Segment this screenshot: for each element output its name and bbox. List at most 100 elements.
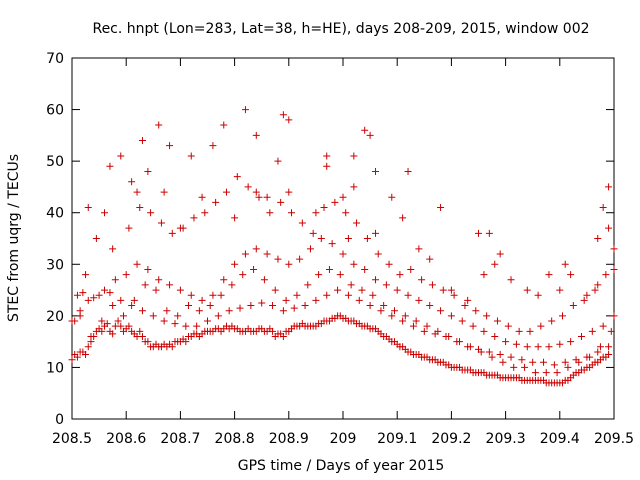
x-tick-label: 209.4 [540,431,580,447]
data-point [577,332,585,340]
y-tick-label: 0 [55,412,64,428]
data-point [366,131,374,139]
data-point [610,312,618,320]
data-point [323,152,331,160]
y-tick-label: 10 [46,360,64,376]
x-tick-label: 209 [330,431,357,447]
data-point [152,286,160,294]
data-point [128,178,136,186]
data-point [174,312,182,320]
data-point [504,322,512,330]
data-point [507,353,515,361]
x-tick-label: 208.5 [52,431,92,447]
data-point [591,286,599,294]
data-point [90,294,98,302]
data-point [393,286,401,294]
data-point [279,111,287,119]
data-point [409,322,417,330]
data-point [353,219,361,227]
data-point [228,281,236,289]
data-point [125,224,133,232]
data-point [447,312,455,320]
data-point [372,229,380,237]
data-point [209,291,217,299]
data-point [141,281,149,289]
data-point [523,286,531,294]
data-point [466,343,474,351]
data-point [339,250,347,258]
data-point [103,320,111,328]
data-point [599,322,607,330]
data-point [580,296,588,304]
data-point [279,307,287,315]
data-point [317,235,325,242]
data-point [480,271,488,279]
x-tick-label: 209.5 [594,431,634,447]
data-point [605,183,613,191]
data-point [109,245,117,253]
data-point [176,286,184,294]
data-point [483,312,491,320]
data-point [231,260,239,268]
data-point [285,116,293,124]
data-point [594,281,602,289]
data-point [445,332,453,340]
data-point [586,353,594,361]
data-point [531,369,539,377]
data-point [493,317,501,325]
data-point [144,338,152,346]
data-point [342,209,350,217]
y-axis: 0 10 20 30 40 50 60 70 [46,51,614,428]
data-point [588,327,596,335]
data-point [106,162,114,170]
data-point [569,302,577,310]
data-point [456,338,464,346]
data-point [92,235,100,242]
data-point [274,157,282,165]
data-point [133,260,141,268]
data-point [328,240,336,248]
data-point [610,265,618,273]
data-point [605,351,613,359]
data-point [537,322,545,330]
y-tick-label: 40 [46,206,64,222]
data-point [117,322,125,330]
data-point [496,250,504,258]
y-tick-label: 50 [46,154,64,170]
data-point [285,260,293,268]
data-point [437,307,445,315]
data-point [418,276,426,284]
data-point [312,209,320,217]
data-point [231,214,239,222]
y-tick-label: 70 [46,51,64,67]
data-point [73,353,81,361]
data-point [293,291,301,299]
data-point [559,312,567,320]
data-point [241,250,249,258]
data-point [214,312,222,320]
data-point [239,271,247,279]
data-point [583,291,591,299]
data-point [269,302,277,310]
data-point [390,307,398,315]
data-point [420,327,428,335]
data-point [350,260,358,268]
data-point [82,271,90,279]
data-point [312,296,320,304]
data-point [344,235,352,242]
data-point [315,271,323,279]
data-point [369,291,377,299]
data-point [361,265,369,273]
data-point [610,245,618,253]
data-point [404,167,412,175]
data-point [82,351,90,359]
data-point [526,327,534,335]
data-point [556,286,564,294]
data-point [182,338,190,346]
data-point [136,204,144,212]
y-tick-label: 60 [46,103,64,119]
data-point [220,121,228,129]
data-point [415,296,423,304]
data-point [98,327,106,335]
data-point [138,137,146,145]
